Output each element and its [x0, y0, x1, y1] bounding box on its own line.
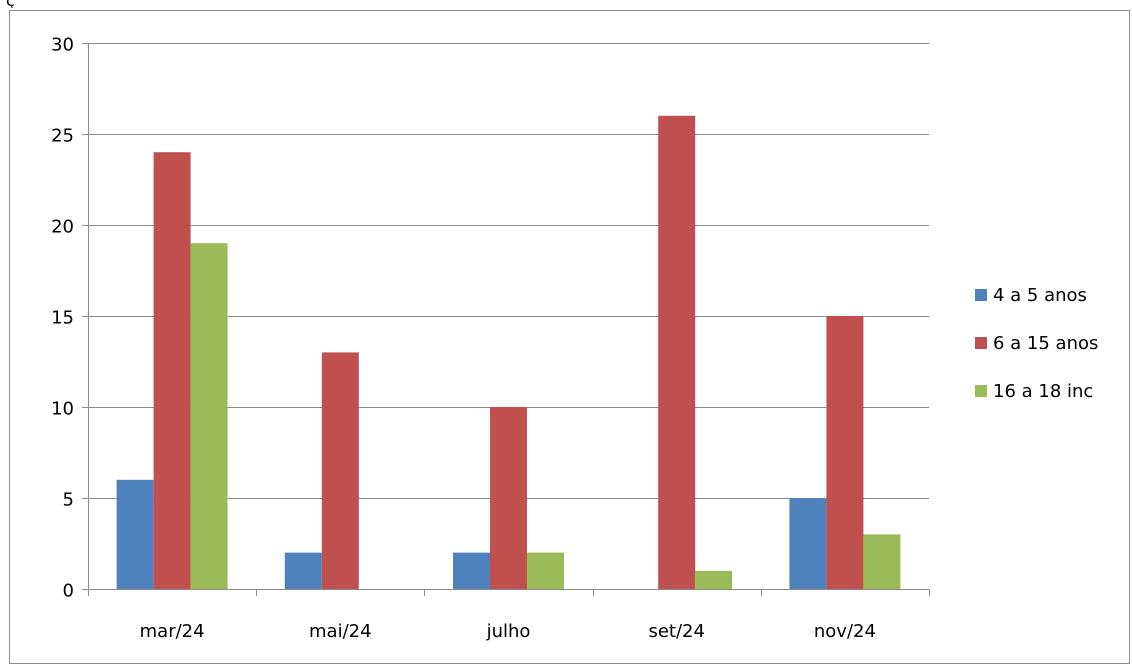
- x-tick-label: mai/24: [309, 621, 372, 642]
- axes: [88, 43, 929, 590]
- legend-swatch: [975, 289, 987, 301]
- bar-6-a-15-anos-set24: [658, 115, 696, 590]
- y-tick-label: 5: [63, 490, 74, 511]
- bar-4-a-5-anos-mai24: [284, 552, 322, 589]
- y-tick-labels: 0 5 10 15 20 25 30: [51, 35, 88, 602]
- bar-6-a-15-anos-julho: [490, 407, 527, 589]
- y-tick-label: 15: [51, 308, 74, 329]
- legend: 4 a 5 anos 6 a 15 anos 16 a 18 inc: [975, 285, 1098, 402]
- y-tick-label: 20: [51, 217, 74, 238]
- legend-label: 16 a 18 inc: [993, 381, 1093, 402]
- x-tick-label: nov/24: [814, 621, 876, 642]
- bar-6-a-15-anos-mai24: [321, 352, 359, 589]
- bar-4-a-5-anos-julho: [453, 552, 490, 589]
- legend-label: 4 a 5 anos: [993, 285, 1087, 306]
- bar-16-a-18-inc-nov24: [863, 534, 901, 589]
- bars: [116, 115, 901, 590]
- bar-6-a-15-anos-mar24: [153, 152, 191, 589]
- bar-16-a-18-inc-set24: [695, 570, 733, 589]
- bar-4-a-5-anos-nov24: [789, 498, 827, 589]
- legend-swatch: [975, 337, 987, 349]
- y-tick-label: 25: [51, 126, 74, 147]
- x-tick-label: julho: [486, 621, 531, 642]
- bar-16-a-18-inc-julho: [527, 552, 564, 589]
- legend-label: 6 a 15 anos: [993, 333, 1098, 354]
- y-tick-label: 0: [63, 581, 74, 602]
- x-tick-label: set/24: [648, 621, 704, 642]
- bar-16-a-18-inc-mar24: [190, 243, 228, 589]
- x-tick-label: mar/24: [140, 621, 205, 642]
- x-tick-labels: mar/24 mai/24 julho set/24 nov/24: [88, 589, 930, 642]
- bar-4-a-5-anos-mar24: [116, 479, 154, 589]
- y-tick-label: 30: [51, 35, 74, 56]
- legend-swatch: [975, 385, 987, 397]
- clipped-heading-text: ç: [6, 0, 15, 8]
- bar-6-a-15-anos-nov24: [826, 316, 864, 589]
- y-tick-label: 10: [51, 399, 74, 420]
